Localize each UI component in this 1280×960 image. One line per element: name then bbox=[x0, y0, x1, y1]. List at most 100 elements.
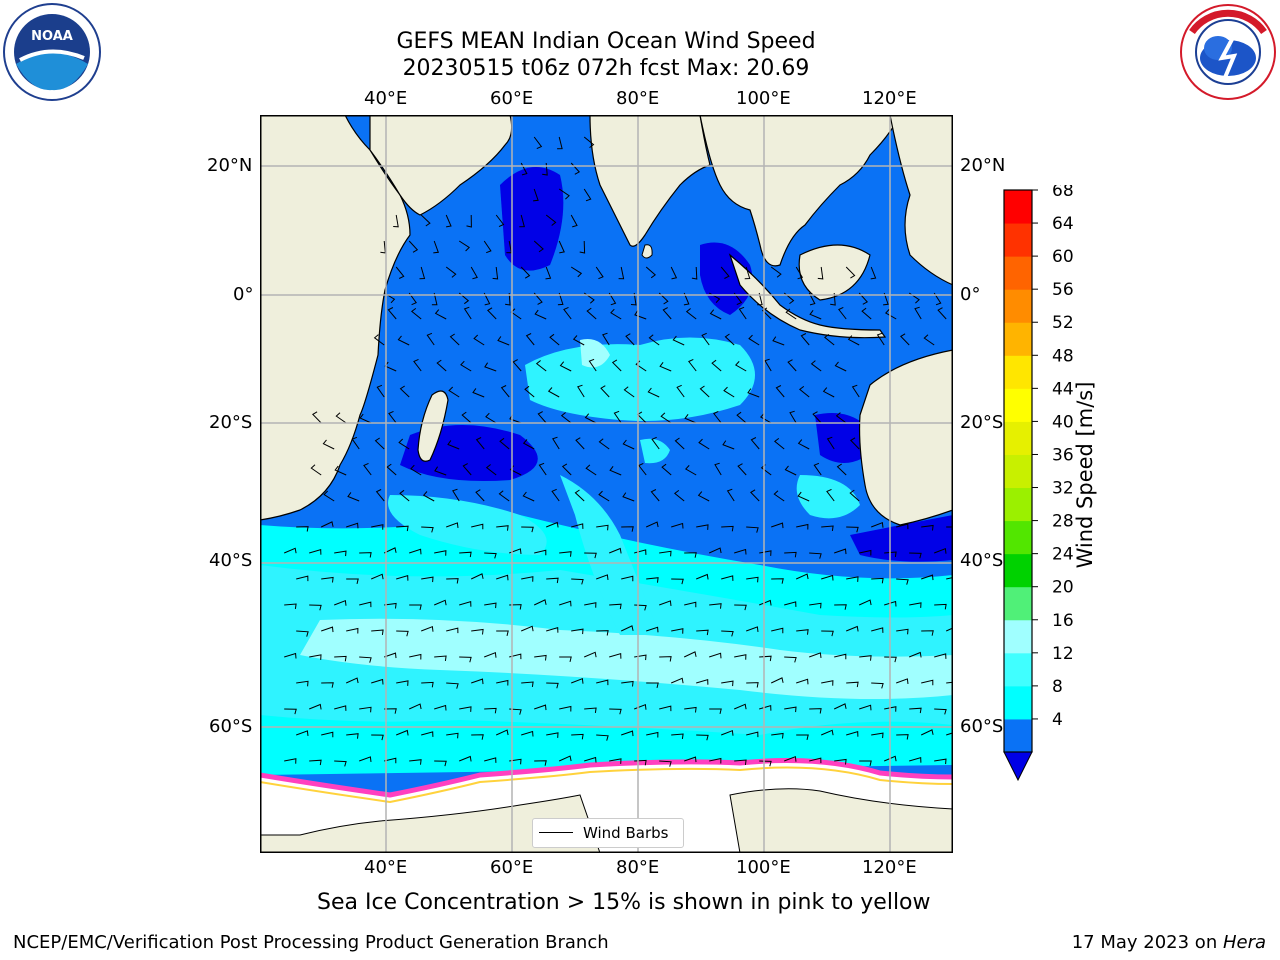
wind-barb bbox=[371, 629, 384, 635]
wind-barb bbox=[563, 306, 572, 320]
colorbar-block bbox=[1004, 190, 1032, 224]
wind-barb bbox=[371, 734, 384, 741]
wind-barb bbox=[796, 678, 809, 685]
colorbar-block bbox=[1004, 454, 1032, 489]
wind-barb bbox=[659, 656, 672, 662]
wind-barb bbox=[734, 703, 747, 710]
wind-barb bbox=[546, 732, 559, 738]
wind-barb bbox=[559, 361, 572, 372]
chart-title: GEFS MEAN Indian Ocean Wind Speed bbox=[396, 29, 816, 54]
wind-barb bbox=[595, 266, 604, 280]
land-antarctica bbox=[260, 794, 601, 853]
wind-barb bbox=[884, 706, 897, 712]
wind-barb bbox=[471, 523, 484, 530]
wind-barb bbox=[684, 414, 697, 424]
wind-barb bbox=[896, 628, 909, 635]
footer-date-text: 17 May 2023 on bbox=[1071, 932, 1223, 953]
wind-barb bbox=[609, 653, 622, 659]
wind-barb bbox=[709, 708, 722, 715]
wind-barb bbox=[721, 575, 734, 581]
wind-barb bbox=[920, 729, 934, 736]
wind-barb bbox=[434, 760, 447, 767]
wind-barb bbox=[621, 575, 634, 582]
wind-barb bbox=[397, 335, 410, 346]
wind-barb bbox=[884, 656, 897, 663]
wind-barb bbox=[785, 308, 797, 320]
wind-barb bbox=[809, 708, 822, 714]
wind-barb bbox=[359, 601, 372, 608]
wind-barb bbox=[345, 677, 359, 684]
wind-band-20 bbox=[300, 618, 953, 699]
wind-barb bbox=[583, 188, 592, 202]
wind-barb bbox=[421, 576, 434, 583]
wind-barb bbox=[545, 266, 552, 280]
wind-barb bbox=[609, 758, 622, 764]
wind-barb bbox=[334, 550, 347, 557]
wind-barb bbox=[834, 548, 847, 555]
wind-barb bbox=[909, 651, 922, 658]
wind-barb bbox=[787, 359, 797, 372]
wind-barb bbox=[471, 678, 484, 685]
wind-barb bbox=[760, 413, 772, 424]
wind-barb bbox=[509, 758, 522, 765]
wind-barb bbox=[923, 334, 935, 346]
wind-barb bbox=[323, 490, 335, 502]
lat-label-left-40s: 40°S bbox=[209, 550, 253, 571]
wind-barb bbox=[312, 411, 322, 424]
wind-barb bbox=[834, 653, 847, 660]
wind-barb bbox=[851, 384, 860, 398]
colorbar-block bbox=[1004, 553, 1032, 588]
colorbar-block bbox=[1004, 652, 1032, 687]
wind-barb bbox=[462, 463, 472, 476]
wind-barb bbox=[921, 679, 934, 686]
wind-barb bbox=[546, 627, 559, 633]
lat-label-right-60s: 60°S bbox=[960, 716, 1004, 737]
lon-label-top-80e: 80°E bbox=[616, 88, 660, 109]
wind-barb bbox=[696, 734, 709, 741]
colorbar-block bbox=[1004, 421, 1032, 455]
wind-barb bbox=[558, 755, 572, 762]
wind-barb bbox=[346, 627, 359, 634]
wind-barb bbox=[660, 412, 672, 424]
wind-barb bbox=[484, 552, 497, 559]
wind-barb bbox=[746, 682, 759, 688]
wind-barb bbox=[538, 462, 547, 476]
wind-barb bbox=[809, 552, 822, 559]
wind-barb bbox=[521, 526, 534, 533]
wind-barb bbox=[708, 547, 722, 554]
colorbar-block bbox=[1004, 256, 1032, 290]
wind-barb bbox=[821, 525, 834, 531]
wind-barb bbox=[598, 490, 610, 502]
wind-barb bbox=[900, 333, 910, 346]
wind-barb bbox=[809, 652, 822, 658]
calm-bay-of-bengal bbox=[700, 242, 753, 315]
colorbar-block bbox=[1004, 487, 1032, 522]
wind-barb bbox=[771, 578, 784, 584]
wind-barb bbox=[720, 266, 730, 279]
nws-logo-icon bbox=[1180, 4, 1276, 100]
wind-barb bbox=[321, 682, 334, 688]
wind-speed-map bbox=[260, 115, 953, 853]
colorbar-tick-label: 36 bbox=[1052, 445, 1074, 465]
wind-barb bbox=[484, 362, 497, 372]
wind-barb bbox=[434, 550, 447, 556]
wind-barb bbox=[433, 240, 439, 254]
wind-barb bbox=[359, 756, 372, 762]
wind-barb bbox=[446, 522, 459, 528]
wind-barb bbox=[310, 464, 322, 476]
wind-barb bbox=[609, 603, 622, 610]
wind-barb bbox=[561, 463, 572, 476]
wind-barb bbox=[359, 552, 372, 558]
wind-barb bbox=[509, 708, 522, 715]
wind-barb bbox=[609, 708, 622, 715]
wind-barb bbox=[673, 490, 685, 502]
land-arabia bbox=[369, 115, 513, 216]
wind-barb bbox=[542, 162, 548, 176]
wind-barb bbox=[838, 306, 847, 320]
wind-barb bbox=[671, 578, 684, 585]
wind-barb bbox=[691, 266, 698, 280]
land-antarctica-east bbox=[729, 788, 953, 853]
wind-barb bbox=[746, 731, 759, 738]
trade-wind-core bbox=[580, 339, 610, 368]
wind-barb bbox=[575, 437, 585, 450]
